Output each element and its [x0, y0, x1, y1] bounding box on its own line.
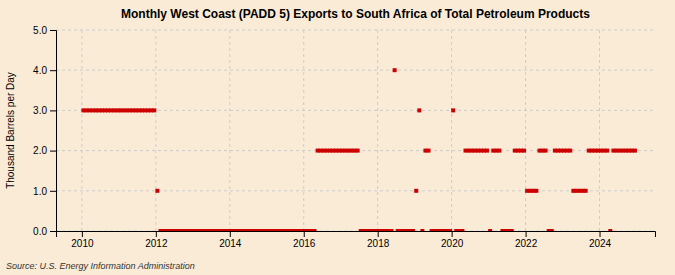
x-tick: 2012 — [145, 231, 168, 249]
point — [485, 149, 489, 153]
point — [460, 229, 464, 231]
point — [155, 189, 159, 193]
x-grid-line — [451, 30, 452, 231]
point — [522, 149, 526, 153]
x-tick: 2018 — [367, 231, 390, 249]
y-tick: 2.0 — [33, 145, 56, 156]
y-tick-label: 3.0 — [33, 105, 47, 116]
x-tick-label: 2020 — [441, 238, 464, 249]
x-axis: 2010 2012 2014 2016 2018 2020 2022 2024 — [57, 231, 656, 249]
y-tick-label: 0.0 — [33, 226, 47, 237]
point — [356, 149, 360, 153]
x-tick: 2014 — [219, 231, 242, 249]
background — [0, 0, 675, 275]
x-tick-label: 2012 — [145, 238, 168, 249]
point — [420, 229, 424, 231]
point — [497, 149, 501, 153]
point — [488, 229, 492, 231]
x-tick: 2016 — [293, 231, 316, 249]
point — [534, 189, 538, 193]
point — [608, 229, 612, 231]
y-tick-mark — [50, 151, 56, 152]
chart: 2010 2012 2014 2016 2018 2020 2022 2024 0.0 1.0 2.… — [0, 0, 675, 275]
title: Monthly West Coast (PADD 5) Exports to S… — [121, 7, 590, 21]
x-tick-label: 2024 — [589, 238, 612, 249]
y-tick-label: 5.0 — [33, 25, 47, 36]
x-tick-mark — [600, 231, 601, 237]
y-tick-mark — [50, 231, 56, 232]
x-tick-mark — [378, 231, 379, 237]
y-tick-mark — [50, 30, 56, 31]
point — [544, 149, 548, 153]
point — [393, 68, 397, 72]
x-tick-mark — [230, 231, 231, 237]
x-tick: 2024 — [589, 231, 612, 249]
x-tick-label: 2016 — [293, 238, 316, 249]
plot: 2010 2012 2014 2016 2018 2020 2022 2024 0.0 1.0 2.… — [33, 25, 655, 249]
x-grid-line — [81, 30, 82, 231]
y-grid-line — [56, 70, 655, 71]
x-grid-line — [155, 30, 156, 231]
x-tick: 2020 — [441, 231, 464, 249]
x-tick-mark — [156, 231, 157, 237]
x-tick-mark — [304, 231, 305, 237]
y-axis-line — [50, 31, 57, 232]
x-tick: 2022 — [515, 231, 538, 249]
x-tick-label: 2022 — [515, 238, 538, 249]
x-tick-label: 2014 — [219, 238, 242, 249]
y-tick-label: 1.0 — [33, 186, 47, 197]
y-tick-label: 4.0 — [33, 65, 47, 76]
x-grid-line — [377, 30, 378, 231]
point — [414, 189, 418, 193]
marks — [81, 68, 637, 231]
point — [427, 149, 431, 153]
y-tick: 5.0 — [33, 25, 56, 36]
point — [417, 108, 421, 112]
grid — [56, 30, 655, 231]
point — [550, 229, 554, 231]
x-tick-label: 2010 — [71, 238, 94, 249]
point — [633, 149, 637, 153]
point — [152, 108, 156, 112]
y-tick-mark — [50, 110, 56, 111]
x-tick-mark — [452, 231, 453, 237]
x-tick: 2010 — [71, 231, 94, 249]
y-tick-mark — [50, 191, 56, 192]
point — [584, 189, 588, 193]
x-tick-label: 2018 — [367, 238, 390, 249]
y-tick-mark — [50, 70, 56, 71]
point — [451, 108, 455, 112]
point — [510, 229, 514, 231]
y-grid-line — [56, 190, 655, 191]
x-tick-mark — [82, 231, 83, 237]
x-grid-line — [303, 30, 304, 231]
x-grid-line — [525, 30, 526, 231]
point — [313, 229, 317, 231]
x-tick-mark — [526, 231, 527, 237]
y-tick: 4.0 — [33, 65, 56, 76]
x-grid-line — [599, 30, 600, 231]
point — [390, 229, 394, 231]
point — [448, 229, 452, 231]
point — [605, 149, 609, 153]
y-axis: 0.0 1.0 2.0 3.0 4.0 5.0 — [33, 25, 56, 237]
x-grid-line — [229, 30, 230, 231]
y-tick-label: 2.0 — [33, 145, 47, 156]
y-tick: 1.0 — [33, 186, 56, 197]
y-tick: 3.0 — [33, 105, 56, 116]
annotation: Source: U.S. Energy Information Administ… — [6, 261, 195, 271]
point — [568, 149, 572, 153]
y-grid-line — [56, 30, 655, 31]
y-axis-title: Thousand Barrels per Day — [5, 72, 16, 189]
point — [411, 229, 415, 231]
x-axis-line — [57, 232, 656, 238]
y-tick: 0.0 — [33, 226, 56, 237]
